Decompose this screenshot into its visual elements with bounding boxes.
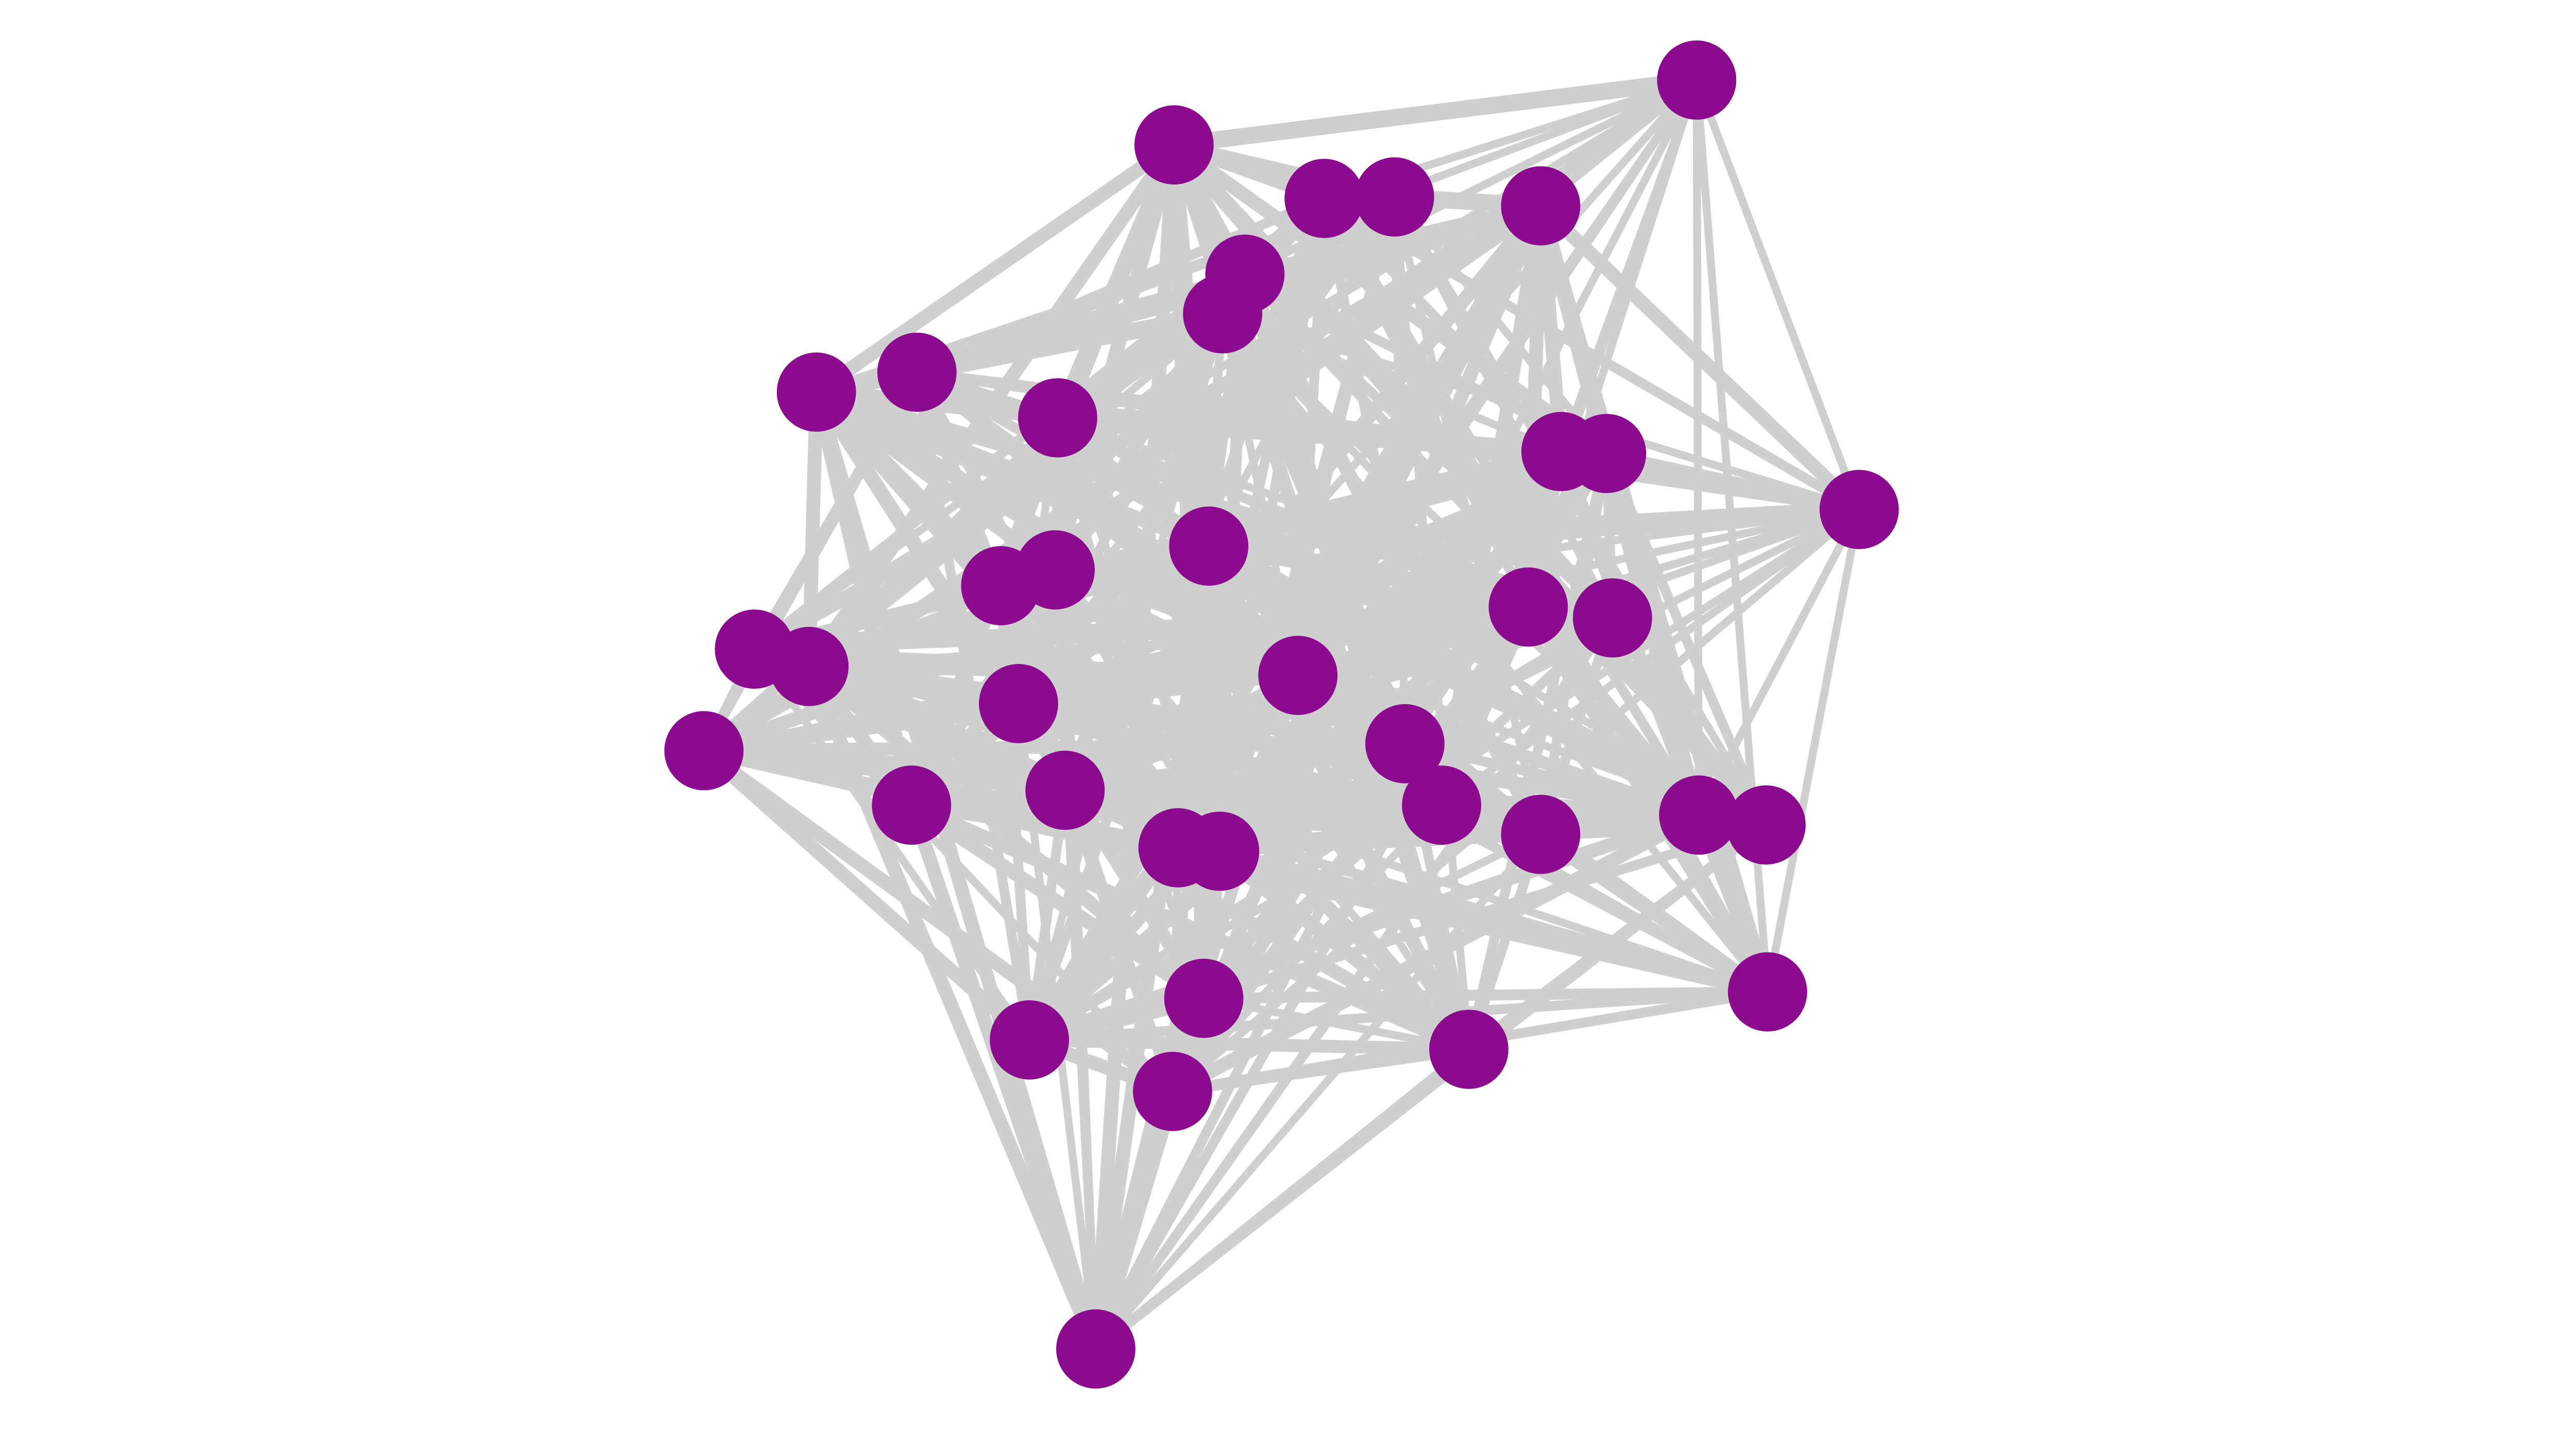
graph-edge: [805, 660, 1472, 1055]
graph-edge: [1088, 1089, 1181, 1352]
graph-edge: [905, 803, 1103, 1352]
graph-node: [1429, 1010, 1509, 1089]
graph-edge: [1018, 670, 1299, 709]
graph-node: [1164, 959, 1244, 1038]
graph-edge: [1693, 78, 1863, 511]
graph-edge: [704, 737, 1405, 757]
graph-edge: [809, 390, 1103, 1351]
graph-node: [1025, 751, 1105, 830]
graph-node: [1169, 506, 1249, 586]
graph-edge: [754, 612, 1613, 655]
graph-node: [1657, 40, 1737, 120]
graph-node: [1258, 636, 1338, 715]
graph-edge: [1203, 994, 1470, 1053]
graph-edge: [806, 415, 1061, 670]
graph-node: [664, 711, 744, 791]
graph-node: [1056, 1309, 1136, 1389]
graph-edge: [812, 139, 1178, 398]
graph-node: [1501, 166, 1581, 246]
nodes-layer: [664, 40, 1899, 1389]
graph-node: [1726, 785, 1806, 865]
graph-edge: [1029, 1033, 1469, 1056]
graph-edge: [1218, 845, 1769, 998]
graph-edge: [1170, 139, 1611, 459]
graph-edge: [1608, 615, 1770, 828]
graph-edge: [1173, 72, 1698, 154]
graph-edge: [1391, 194, 1610, 456]
graph-node: [1183, 274, 1262, 354]
graph-node: [1018, 378, 1097, 458]
graph-edge: [1536, 200, 1864, 515]
graph-edge: [1054, 561, 1529, 616]
graph-edge: [1240, 272, 1474, 1051]
graph-edge: [1215, 845, 1473, 1055]
graph-edge: [808, 660, 1298, 682]
graph-edge: [1243, 199, 1543, 281]
graph-edge: [1692, 80, 1703, 815]
graph-edge: [1605, 448, 1860, 515]
graph-edge: [1204, 986, 1768, 1004]
graph-node: [872, 765, 952, 845]
graph-node: [1133, 1051, 1212, 1131]
graph-edge: [1172, 1044, 1470, 1097]
graph-edge: [1054, 415, 1472, 1052]
graph-edge: [802, 391, 824, 667]
graph-node: [877, 332, 957, 412]
graph-edge: [1202, 830, 1543, 1002]
graph-node: [1180, 811, 1260, 891]
graph-node: [1354, 157, 1434, 237]
graph-edge: [1534, 203, 1774, 994]
graph-node: [1365, 704, 1445, 783]
graph-edge: [1016, 449, 1609, 708]
graph-node: [1284, 159, 1364, 238]
graph-node: [1015, 530, 1095, 610]
graph-node: [1727, 952, 1807, 1032]
graph-node: [1134, 105, 1214, 185]
graph-edge: [1764, 508, 1863, 993]
graph-edge: [908, 798, 1472, 1056]
graph-node: [1567, 414, 1647, 493]
graph-node: [1501, 794, 1581, 874]
graph-edge: [1391, 195, 1770, 827]
graph-node: [1402, 765, 1481, 845]
graph-edge: [1241, 270, 1770, 829]
graph-node: [1572, 578, 1652, 658]
graph-edge: [1057, 409, 1562, 460]
graph-node: [1819, 470, 1899, 549]
graph-edge: [1208, 501, 1860, 555]
graph-edge: [802, 663, 1103, 1352]
graph-node: [1659, 775, 1739, 855]
graph-edge: [702, 695, 1020, 759]
graph-edge: [1464, 452, 1612, 1051]
graph-node: [979, 664, 1058, 743]
graph-edge: [1092, 1045, 1472, 1353]
graph-node: [776, 352, 856, 432]
graph-edge: [1054, 566, 1768, 829]
graph-node: [769, 626, 849, 706]
graph-node: [990, 1000, 1069, 1080]
graph-edge: [907, 799, 1208, 1004]
graph-edge: [1202, 820, 1768, 1003]
graph-node: [1488, 567, 1568, 647]
